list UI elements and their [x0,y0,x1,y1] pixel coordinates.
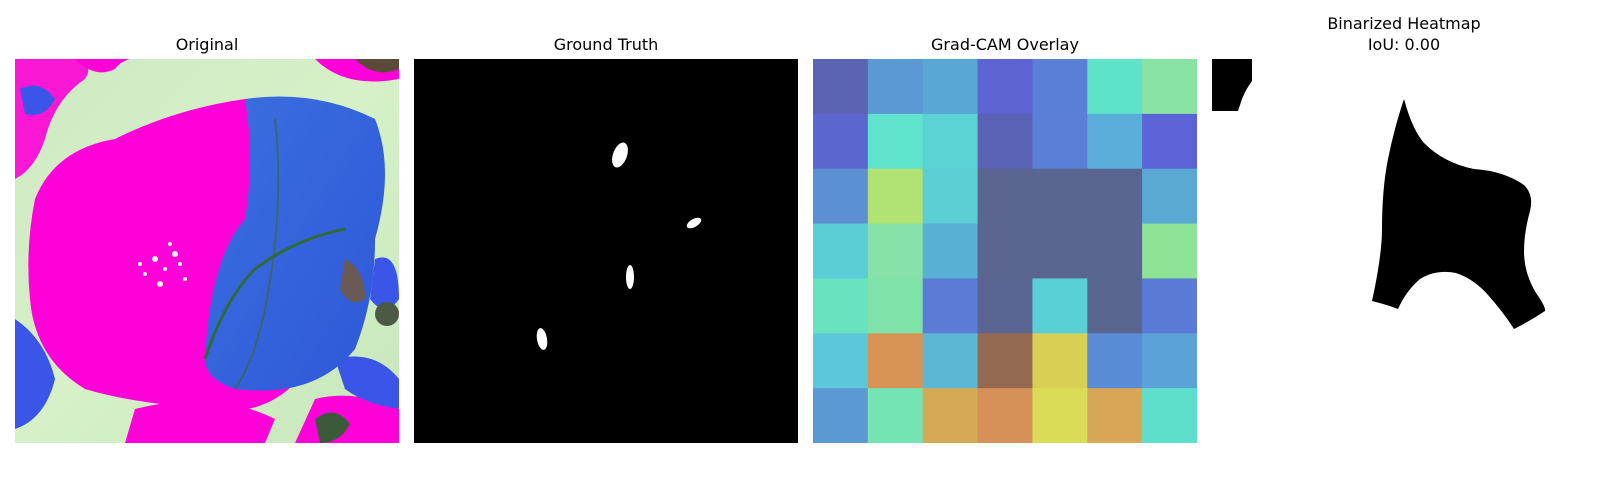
gradcam-cell [977,113,1033,170]
gradcam-cell [867,278,924,334]
gradcam-cell [977,278,1033,334]
gradcam-cell [1032,333,1088,389]
binarized-heatmap-panel [1212,59,1596,443]
gradcam-cell [977,168,1033,225]
gradcam-cell [977,223,1033,279]
gradcam-cell [813,113,869,170]
gradcam-cell [922,278,979,334]
binarized-heatmap-mask [1212,59,1596,443]
gradcam-cell [1087,388,1143,443]
gradcam-cell [1142,223,1197,279]
gradcam-cell [1032,113,1088,170]
gradcam-cell [1087,223,1143,279]
gradcam-cell [1032,59,1088,115]
panel-title-original: Original [175,35,239,54]
panel-title-binarized-heatmap: Binarized Heatmap [1327,14,1481,33]
gradcam-cell [1142,113,1197,170]
gradcam-cell [1142,59,1197,115]
gradcam-cell [813,333,869,389]
gradcam-cell [813,388,869,443]
gradcam-cell [1087,113,1143,170]
gradcam-cell [977,333,1033,389]
gradcam-cell [922,113,979,170]
ground-truth-mask [414,59,798,443]
gradcam-cell [977,59,1033,115]
gradcam-cell [867,333,924,389]
gradcam-cell [1087,278,1143,334]
gradcam-cell [1032,278,1088,334]
gradcam-cell [1032,388,1088,443]
gradcam-cell [922,168,979,225]
gradcam-cell [867,223,924,279]
gradcam-cell [922,333,979,389]
gradcam-cell [1142,168,1197,225]
gradcam-cell [1087,168,1143,225]
original-image-panel [15,59,399,443]
gradcam-cell [1142,278,1197,334]
gradcam-cell [813,223,869,279]
gradcam-cell [1142,388,1197,443]
gradcam-cell [1032,168,1088,225]
gradcam-cell [867,113,924,170]
gradcam-cell [1032,223,1088,279]
gradcam-cell [813,278,869,334]
gradcam-cell [1142,333,1197,389]
gradcam-overlay-panel [813,59,1197,443]
ground-truth-panel [414,59,798,443]
gradcam-cell [813,59,869,115]
gradcam-cell [867,168,924,225]
gradcam-cell [1087,59,1143,115]
panel-title-gradcam-overlay: Grad-CAM Overlay [931,35,1079,54]
gradcam-cell [813,168,869,225]
gradcam-cell [867,59,924,115]
gradcam-cell [867,388,924,443]
iou-label: IoU: 0.00 [1367,35,1441,54]
original-leaf-image [15,59,399,443]
gradcam-heatmap [813,59,1197,443]
gradcam-cell [922,388,979,443]
gradcam-cell [922,59,979,115]
gradcam-cell [977,388,1033,443]
gradcam-cell [922,223,979,279]
panel-title-ground-truth: Ground Truth [553,35,659,54]
gradcam-cell [1087,333,1143,389]
